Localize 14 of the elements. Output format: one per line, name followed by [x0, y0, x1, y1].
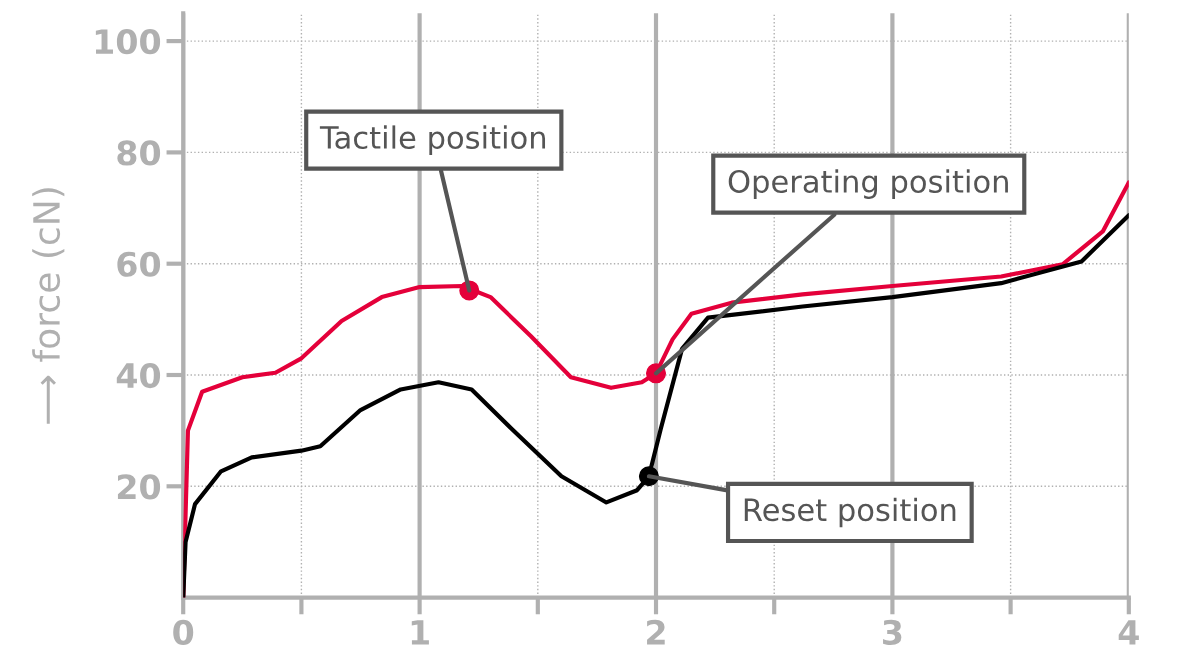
y-tick-label: 60 — [117, 251, 161, 277]
annotation: Reset position — [744, 497, 956, 528]
x-tick-label: 1 — [411, 620, 429, 645]
y-tick-label: 100 — [95, 29, 161, 55]
x-tick-label: 4 — [1118, 620, 1139, 645]
annotation: Operating position — [728, 169, 1008, 199]
y-axis-title: ⟶ force (cN) — [32, 188, 65, 424]
y-tick-label: 40 — [116, 362, 161, 389]
y-tick-label: 80 — [117, 140, 161, 166]
annotation: Tactile position — [319, 125, 546, 155]
x-tick-label: 3 — [883, 619, 902, 645]
x-tick-label: 2 — [647, 619, 665, 645]
x-tick-label: 0 — [173, 619, 194, 645]
y-tick-label: 20 — [117, 474, 161, 500]
